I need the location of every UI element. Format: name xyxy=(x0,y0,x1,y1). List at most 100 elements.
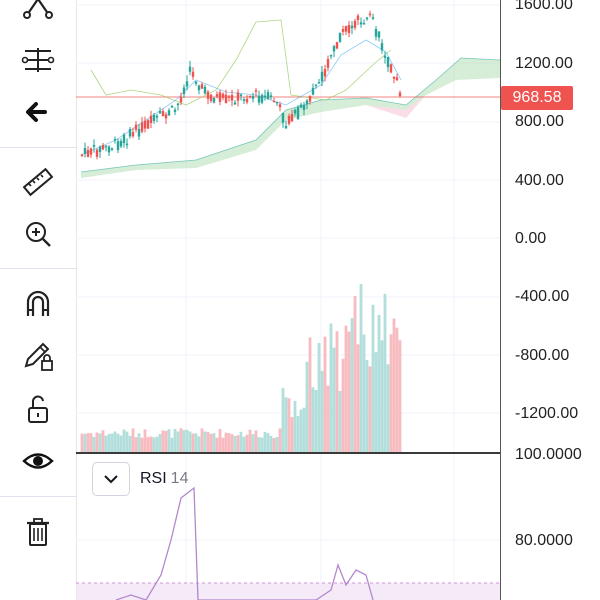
volume-bar xyxy=(251,434,255,452)
pattern-tool[interactable] xyxy=(10,0,66,30)
volume-bar xyxy=(167,429,171,452)
candle-body xyxy=(275,101,279,104)
magnet-icon xyxy=(26,290,50,316)
candle-body xyxy=(110,148,114,150)
candle-body xyxy=(290,114,294,122)
volume-bar xyxy=(209,433,213,452)
volume-bar xyxy=(311,387,315,452)
zoom-in-tool[interactable] xyxy=(10,214,66,254)
candle-body xyxy=(392,76,396,79)
axis-tick: -1200.00 xyxy=(515,405,579,422)
axis-tick: 800.00 xyxy=(515,113,564,130)
current-price-badge: 968.58 xyxy=(501,86,573,110)
candle-body xyxy=(233,102,237,105)
lock-tool[interactable] xyxy=(10,389,66,429)
rsi-collapse-button[interactable] xyxy=(92,462,130,496)
candle-body xyxy=(278,104,282,108)
pane-divider[interactable] xyxy=(76,452,600,454)
candle-body xyxy=(323,69,327,77)
volume-bar xyxy=(344,325,348,452)
back-tool[interactable] xyxy=(10,92,66,132)
volume-bar xyxy=(380,340,384,452)
volume-bar xyxy=(182,430,186,452)
volume-bar xyxy=(320,370,324,452)
volume-bar xyxy=(287,398,291,452)
magnet-tool[interactable] xyxy=(10,283,66,323)
volume-bar xyxy=(389,334,393,452)
candle-body xyxy=(374,28,378,37)
chart-canvas[interactable] xyxy=(76,0,500,600)
candle-body xyxy=(272,100,276,103)
candle-body xyxy=(215,94,219,97)
candle-body xyxy=(191,71,195,77)
volume-bar xyxy=(356,344,360,452)
candle-body xyxy=(185,81,189,87)
price-axis[interactable]: 1600.00 1200.00 968.58 800.00 400.00 0.0… xyxy=(500,0,600,600)
volume-bar xyxy=(221,437,225,452)
volume-bar xyxy=(323,336,327,452)
candle-body xyxy=(101,144,105,150)
pattern-icon xyxy=(23,0,53,19)
candle-body xyxy=(335,42,339,49)
candle-body xyxy=(146,120,150,129)
rsi-line xyxy=(115,486,374,600)
candle-body xyxy=(251,95,255,99)
candle-body xyxy=(389,64,393,73)
volume-bar xyxy=(236,435,240,452)
volume-bar xyxy=(383,293,387,452)
candle-body xyxy=(326,59,330,68)
ruler-icon xyxy=(22,167,54,197)
ruler-tool[interactable] xyxy=(10,162,66,202)
volume-bar xyxy=(392,318,396,452)
candle-body xyxy=(344,25,348,32)
candle-body xyxy=(293,109,297,114)
candle-body xyxy=(284,125,288,129)
ichimoku-cloud xyxy=(81,58,500,178)
delete-tool[interactable] xyxy=(10,512,66,552)
candle-body xyxy=(167,110,171,116)
volume-bar xyxy=(113,431,117,452)
volume-bar xyxy=(245,434,249,452)
candle-body xyxy=(266,92,270,99)
volume-bar xyxy=(302,407,306,452)
candle-body xyxy=(143,120,147,129)
candle-body xyxy=(308,95,312,102)
lock-drawings-tool[interactable] xyxy=(10,336,66,376)
volume-bar xyxy=(218,428,222,452)
candle-body xyxy=(158,111,162,114)
volume-bar xyxy=(86,433,90,452)
volume-bar xyxy=(293,400,297,452)
volume-bar xyxy=(101,430,105,452)
volume-bar xyxy=(275,437,279,452)
candle-body xyxy=(350,25,354,29)
volume-bar xyxy=(230,434,234,452)
candle-body xyxy=(227,96,231,98)
axis-tick: -400.00 xyxy=(515,288,570,305)
volume-bar xyxy=(80,433,84,452)
price-chart[interactable] xyxy=(76,0,500,600)
candle-body xyxy=(260,95,264,103)
volume-bar xyxy=(107,433,111,452)
volume-bar xyxy=(272,437,276,452)
volume-bar xyxy=(197,436,201,452)
volume-bar xyxy=(308,337,312,452)
candle-body xyxy=(239,94,243,96)
candle-body xyxy=(356,15,360,20)
measure-lines-tool[interactable] xyxy=(10,40,66,80)
candle-body xyxy=(296,107,300,120)
volume-bar xyxy=(104,435,108,452)
drawing-toolbar xyxy=(0,0,77,600)
candle-body xyxy=(212,97,216,103)
lines-icon xyxy=(21,48,55,72)
volume-bar xyxy=(155,436,159,452)
volume-bar xyxy=(212,433,216,452)
volume-bar xyxy=(227,433,231,452)
candle-body xyxy=(305,100,309,105)
visibility-tool[interactable] xyxy=(10,441,66,481)
candle-body xyxy=(395,77,399,81)
candle-body xyxy=(377,31,381,38)
volume-bar xyxy=(203,431,207,452)
candle-body xyxy=(155,115,159,118)
volume-bar xyxy=(131,428,135,452)
volume-bar xyxy=(119,435,123,452)
